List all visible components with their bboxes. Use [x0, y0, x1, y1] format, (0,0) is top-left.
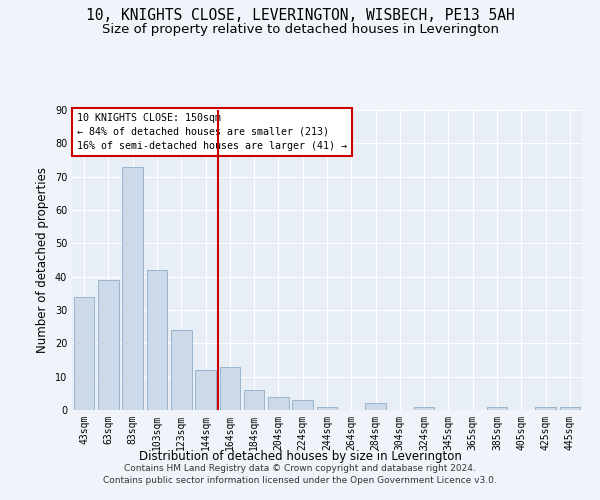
Bar	[365, 404, 386, 410]
Bar	[268, 396, 289, 410]
Bar	[317, 406, 337, 410]
Bar	[414, 406, 434, 410]
Bar	[220, 366, 240, 410]
Bar	[171, 330, 191, 410]
Text: Distribution of detached houses by size in Leverington: Distribution of detached houses by size …	[139, 450, 461, 463]
Text: Contains HM Land Registry data © Crown copyright and database right 2024.
Contai: Contains HM Land Registry data © Crown c…	[103, 464, 497, 485]
Bar	[146, 270, 167, 410]
Bar	[535, 406, 556, 410]
Bar	[74, 296, 94, 410]
Bar	[487, 406, 508, 410]
Bar	[244, 390, 265, 410]
Bar	[122, 166, 143, 410]
Bar	[195, 370, 216, 410]
Text: 10 KNIGHTS CLOSE: 150sqm
← 84% of detached houses are smaller (213)
16% of semi-: 10 KNIGHTS CLOSE: 150sqm ← 84% of detach…	[77, 113, 347, 151]
Text: Size of property relative to detached houses in Leverington: Size of property relative to detached ho…	[101, 22, 499, 36]
Bar	[560, 406, 580, 410]
Bar	[98, 280, 119, 410]
Text: 10, KNIGHTS CLOSE, LEVERINGTON, WISBECH, PE13 5AH: 10, KNIGHTS CLOSE, LEVERINGTON, WISBECH,…	[86, 8, 514, 22]
Y-axis label: Number of detached properties: Number of detached properties	[36, 167, 49, 353]
Bar	[292, 400, 313, 410]
